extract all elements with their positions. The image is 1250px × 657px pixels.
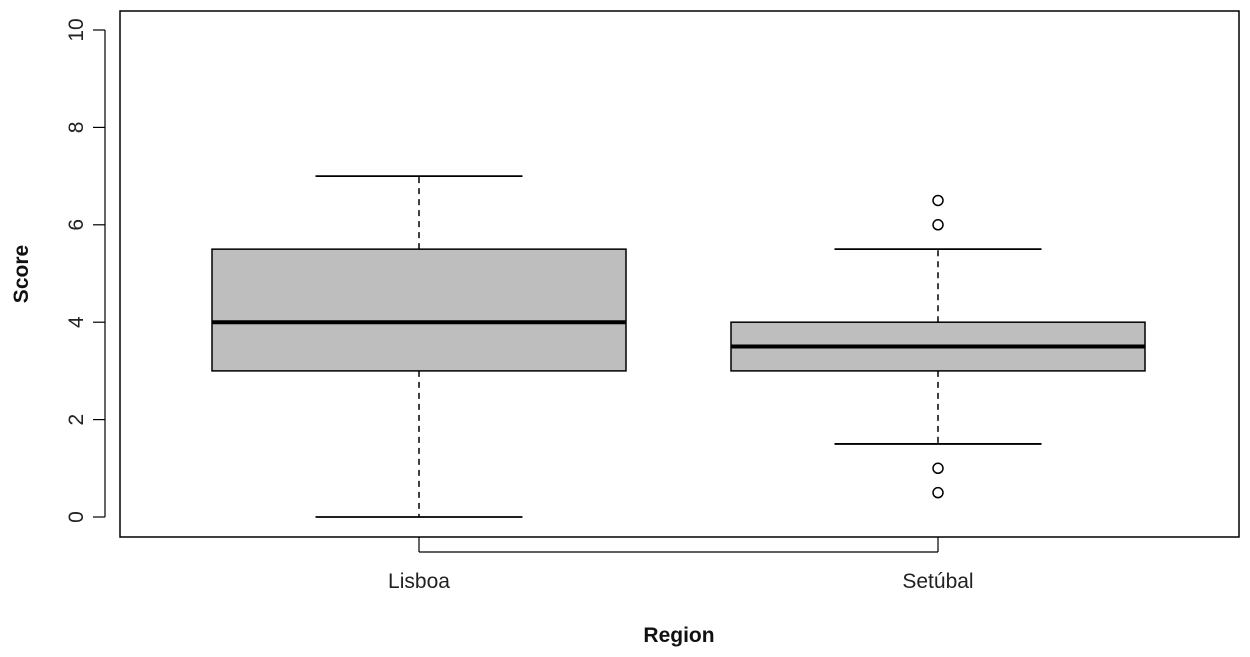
y-tick-label: 10 xyxy=(65,18,88,41)
box-lisboa xyxy=(211,175,627,518)
x-axis-ticks: Lisboa Setúbal xyxy=(388,537,974,593)
boxes xyxy=(211,175,1146,518)
outlier-point xyxy=(932,219,944,231)
x-tick-label: Lisboa xyxy=(388,570,450,593)
y-tick-label: 6 xyxy=(65,219,88,231)
outlier-point xyxy=(932,486,944,499)
y-tick-label: 0 xyxy=(65,511,88,523)
plot-frame xyxy=(119,10,1240,538)
x-tick-label: Setúbal xyxy=(902,570,973,593)
outlier-point xyxy=(932,194,944,207)
y-axis-ticks: 0 2 4 6 8 10 xyxy=(65,18,105,523)
y-tick-label: 8 xyxy=(65,122,88,134)
outlier-point xyxy=(932,462,944,475)
iqr-box xyxy=(211,248,627,372)
y-tick-label: 2 xyxy=(65,414,88,426)
x-axis-title: Region xyxy=(643,624,714,647)
box-setbal xyxy=(730,194,1146,499)
y-tick-label: 4 xyxy=(65,316,88,328)
y-axis-title: Score xyxy=(10,245,33,303)
